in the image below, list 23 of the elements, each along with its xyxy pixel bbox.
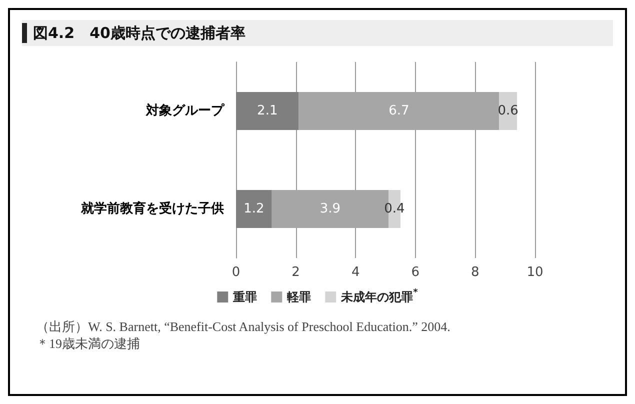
chart-title: 図4.2 40歳時点での逮捕者率 (33, 24, 246, 42)
legend-label: 軽罪 (286, 290, 312, 304)
x-tick-label: 8 (471, 265, 480, 280)
x-tick-label: 10 (526, 265, 544, 280)
text: ＊19歳未満の逮捕 (36, 335, 141, 352)
data-label: 6.7 (388, 104, 410, 118)
data-label: 0.4 (384, 202, 405, 216)
x-tick-label: 0 (232, 265, 240, 280)
x-tick-label: 2 (292, 265, 300, 280)
x-tick-label: 6 (411, 265, 420, 280)
data-label: 0.6 (498, 104, 518, 118)
x-tick-label: 4 (351, 265, 360, 280)
text: （出所）W. S. Barnett, “Benefit-Cost Analysis of Preschool Education.” 2004. (36, 318, 452, 335)
legend-label: 重罪 (232, 290, 258, 304)
legend-label: 未成年の犯罪* (340, 288, 418, 304)
y-tick-label: 対象グループ (145, 102, 225, 118)
y-tick-label: 就学前教育を受けた子供 (80, 200, 224, 216)
data-label: 3.9 (320, 202, 341, 216)
bar (236, 92, 299, 130)
bar (298, 92, 500, 130)
bar (236, 190, 272, 228)
data-label: 1.2 (244, 202, 264, 216)
data-label: 2.1 (257, 104, 278, 118)
